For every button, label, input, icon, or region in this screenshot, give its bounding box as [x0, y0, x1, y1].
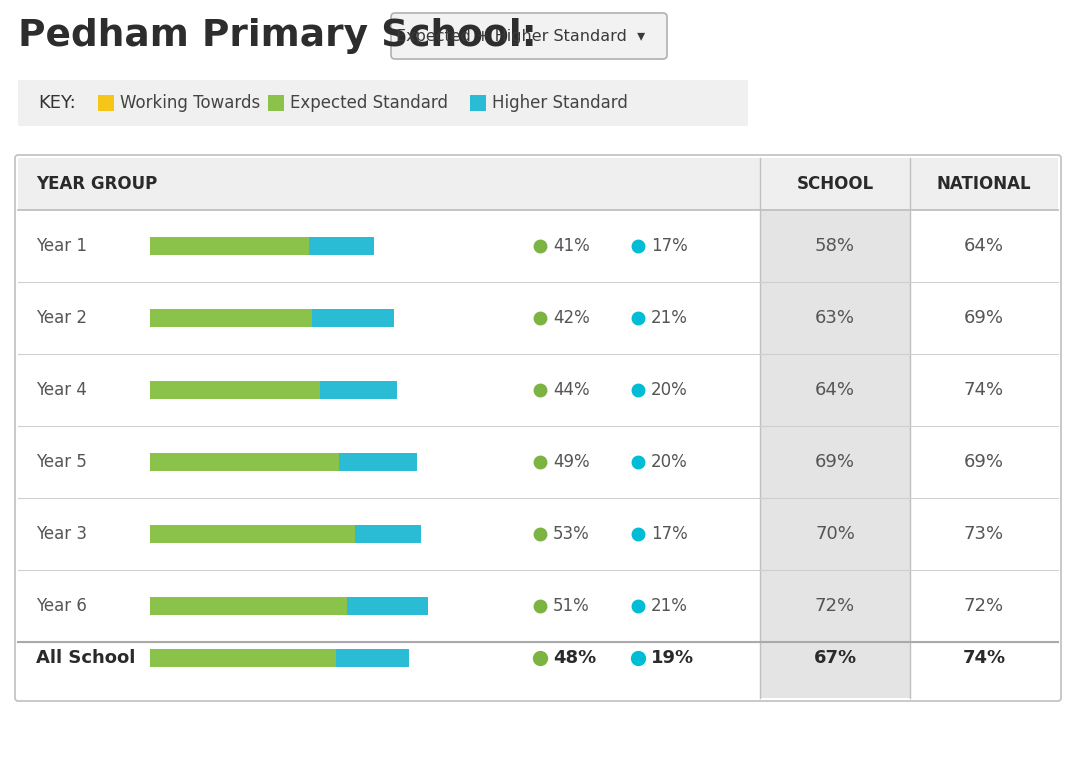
Text: KEY:: KEY: [38, 94, 75, 112]
Text: 17%: 17% [651, 525, 688, 543]
Text: 51%: 51% [553, 597, 590, 615]
Bar [150, 237, 309, 255]
Text: 73%: 73% [964, 525, 1004, 543]
Text: Year 1: Year 1 [36, 237, 87, 255]
Bar [312, 309, 394, 327]
Bar [339, 453, 416, 471]
Text: 17%: 17% [651, 237, 688, 255]
Text: 21%: 21% [651, 309, 688, 327]
Bar [760, 158, 910, 698]
Text: 69%: 69% [964, 309, 1004, 327]
Text: 20%: 20% [651, 381, 688, 399]
Text: Working Towards: Working Towards [121, 94, 260, 112]
Text: Higher Standard: Higher Standard [492, 94, 628, 112]
Text: 69%: 69% [815, 453, 855, 471]
Text: 19%: 19% [651, 649, 694, 667]
Text: SCHOOL: SCHOOL [796, 175, 874, 193]
FancyBboxPatch shape [391, 13, 667, 59]
Text: 21%: 21% [651, 597, 688, 615]
Text: 53%: 53% [553, 525, 590, 543]
Text: 69%: 69% [964, 453, 1004, 471]
Text: YEAR GROUP: YEAR GROUP [36, 175, 157, 193]
Text: 63%: 63% [815, 309, 855, 327]
Text: 41%: 41% [553, 237, 590, 255]
Text: Year 2: Year 2 [36, 309, 87, 327]
Text: Pedham Primary School:: Pedham Primary School: [18, 18, 537, 54]
Text: Year 3: Year 3 [36, 525, 87, 543]
Bar [355, 525, 421, 543]
Bar [150, 453, 339, 471]
Text: 74%: 74% [964, 381, 1004, 399]
Bar [321, 381, 397, 399]
Bar [150, 381, 321, 399]
Text: 70%: 70% [815, 525, 855, 543]
Bar [98, 95, 114, 111]
Text: Year 6: Year 6 [36, 597, 87, 615]
Text: Expected + Higher Standard  ▾: Expected + Higher Standard ▾ [396, 29, 646, 43]
Text: NATIONAL: NATIONAL [937, 175, 1031, 193]
Text: 20%: 20% [651, 453, 688, 471]
Bar [470, 95, 486, 111]
Text: 72%: 72% [815, 597, 855, 615]
Bar [150, 649, 336, 667]
Text: 74%: 74% [962, 649, 1006, 667]
Text: 64%: 64% [815, 381, 855, 399]
Text: All School: All School [36, 649, 136, 667]
Bar [18, 158, 1058, 210]
Text: 67%: 67% [813, 649, 856, 667]
Text: 44%: 44% [553, 381, 590, 399]
Bar [18, 80, 748, 126]
Text: 64%: 64% [964, 237, 1004, 255]
Bar [150, 597, 348, 615]
Bar [150, 525, 355, 543]
Text: 58%: 58% [815, 237, 855, 255]
Text: Expected Standard: Expected Standard [291, 94, 448, 112]
Text: Year 5: Year 5 [36, 453, 87, 471]
FancyBboxPatch shape [15, 155, 1061, 701]
Bar [336, 649, 409, 667]
Bar [309, 237, 374, 255]
Text: 42%: 42% [553, 309, 590, 327]
Bar [348, 597, 428, 615]
Text: 48%: 48% [553, 649, 596, 667]
Text: Year 4: Year 4 [36, 381, 87, 399]
Bar [150, 309, 312, 327]
Bar [268, 95, 284, 111]
Text: 72%: 72% [964, 597, 1004, 615]
Text: 49%: 49% [553, 453, 590, 471]
